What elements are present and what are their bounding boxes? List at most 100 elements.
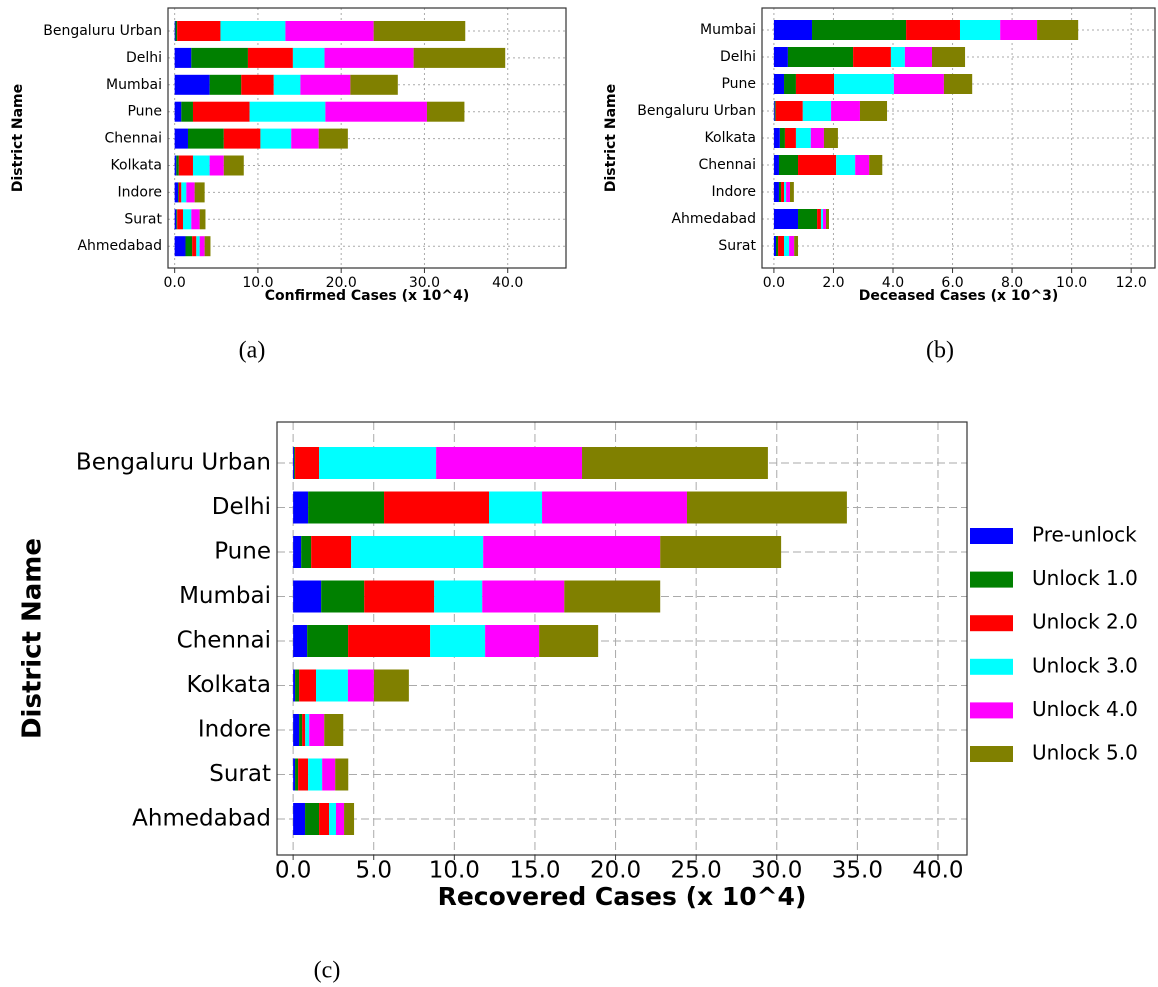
bar-segment [174, 128, 188, 149]
y-tick-label: Chennai [699, 157, 756, 173]
legend-label: Unlock 2.0 [1032, 610, 1138, 634]
plot-frame [276, 421, 968, 856]
bar-segment [482, 580, 565, 613]
bar-segment [802, 101, 832, 121]
y-tick-label: Bengaluru Urban [43, 23, 162, 39]
y-tick-label: Pune [214, 539, 271, 565]
bar-segment [301, 536, 312, 568]
bar-segment [798, 155, 837, 175]
bar-segment [223, 155, 244, 176]
legend-swatch [970, 615, 1013, 632]
bar-segment [823, 209, 827, 229]
y-tick-label: Delhi [720, 49, 756, 65]
legend-swatch [970, 528, 1013, 544]
bar-segment [959, 20, 1001, 40]
y-tick-label: Indore [198, 717, 271, 743]
y-axis-label: District Name [18, 538, 48, 739]
bar-segment [324, 47, 414, 68]
bar-segment [298, 758, 309, 791]
bar-segment [347, 669, 374, 702]
bar-segment [174, 74, 210, 95]
bar-segment [781, 182, 785, 202]
y-tick-label: Delhi [126, 50, 162, 66]
bar-segment [373, 21, 466, 41]
bar-segment [904, 47, 933, 67]
legend-label: Unlock 1.0 [1032, 566, 1138, 590]
bar-segment [178, 155, 193, 176]
y-tick-label: Surat [124, 211, 162, 227]
y-tick-label: Ahmedabad [132, 806, 271, 832]
bar-segment [855, 155, 870, 175]
bar-segment [373, 669, 409, 702]
bar-segment [223, 128, 261, 149]
bar-segment [308, 491, 385, 524]
x-tick-label: 35.0 [832, 858, 883, 884]
bar-segment [175, 21, 178, 41]
bar-segment [177, 21, 221, 41]
y-tick-label: Indore [117, 184, 162, 200]
bar-segment [293, 669, 296, 702]
y-tick-label: Ahmedabad [671, 211, 756, 227]
bar-segment [196, 236, 200, 257]
bar-segment [774, 101, 776, 121]
bar-segment [351, 536, 484, 568]
bar-segment [798, 209, 818, 229]
caption: (b) [926, 338, 954, 364]
x-tick-label: 20.0 [590, 858, 641, 884]
x-tick-label: 5.0 [355, 858, 392, 884]
bar-segment [300, 74, 351, 95]
legend-label: Unlock 3.0 [1032, 653, 1138, 677]
bar-segment [430, 625, 486, 657]
plot-frame [167, 7, 567, 269]
bar-segment [295, 447, 320, 479]
x-tick-label: 20.0 [326, 275, 357, 291]
x-tick-label: 0.0 [164, 275, 186, 291]
bar-segment [311, 536, 352, 568]
bar-segment [778, 182, 782, 202]
bar-segment [775, 101, 803, 121]
bar-segment [773, 47, 788, 67]
y-tick-label: Chennai [177, 628, 271, 654]
bar-segment [384, 491, 489, 524]
bar-segment [220, 21, 286, 41]
bar-segment [350, 74, 398, 95]
bar-segment [293, 625, 308, 657]
bar-segment [810, 128, 824, 148]
bar-segment [299, 669, 317, 702]
bar-segment [336, 803, 345, 835]
x-tick-label: 4.0 [882, 275, 904, 291]
legend-swatch [970, 746, 1013, 762]
bar-segment [773, 209, 799, 229]
x-tick-label: 40.0 [492, 275, 523, 291]
bar-segment [773, 236, 776, 256]
y-axis-label: District Name [10, 84, 26, 192]
x-tick-label: 30.0 [751, 858, 802, 884]
bar-segment [293, 803, 306, 835]
bar-segment [773, 182, 779, 202]
bar-segment [773, 155, 779, 175]
bar-segment [890, 47, 905, 67]
bar-segment [778, 236, 785, 256]
bar-segment [209, 74, 242, 95]
y-tick-label: Pune [721, 76, 756, 92]
bar-segment [199, 236, 205, 257]
bar-segment [542, 491, 687, 524]
bar-segment [192, 155, 210, 176]
bar-segment [293, 491, 309, 524]
bar-segment [773, 20, 813, 40]
bar-segment [293, 714, 300, 746]
bar-segment [209, 155, 224, 176]
bar-segment [906, 20, 960, 40]
plot-frame [761, 7, 1156, 269]
x-tick-label: 15.0 [509, 858, 560, 884]
bar-segment [794, 236, 799, 256]
bar-segment [853, 47, 891, 67]
bar-segment [335, 758, 349, 791]
bar-segment [174, 209, 177, 230]
bar-segment [660, 536, 782, 568]
bar-segment [784, 74, 796, 94]
bar-segment [185, 236, 193, 257]
bar-segment [322, 758, 336, 791]
bar-segment [787, 47, 854, 67]
